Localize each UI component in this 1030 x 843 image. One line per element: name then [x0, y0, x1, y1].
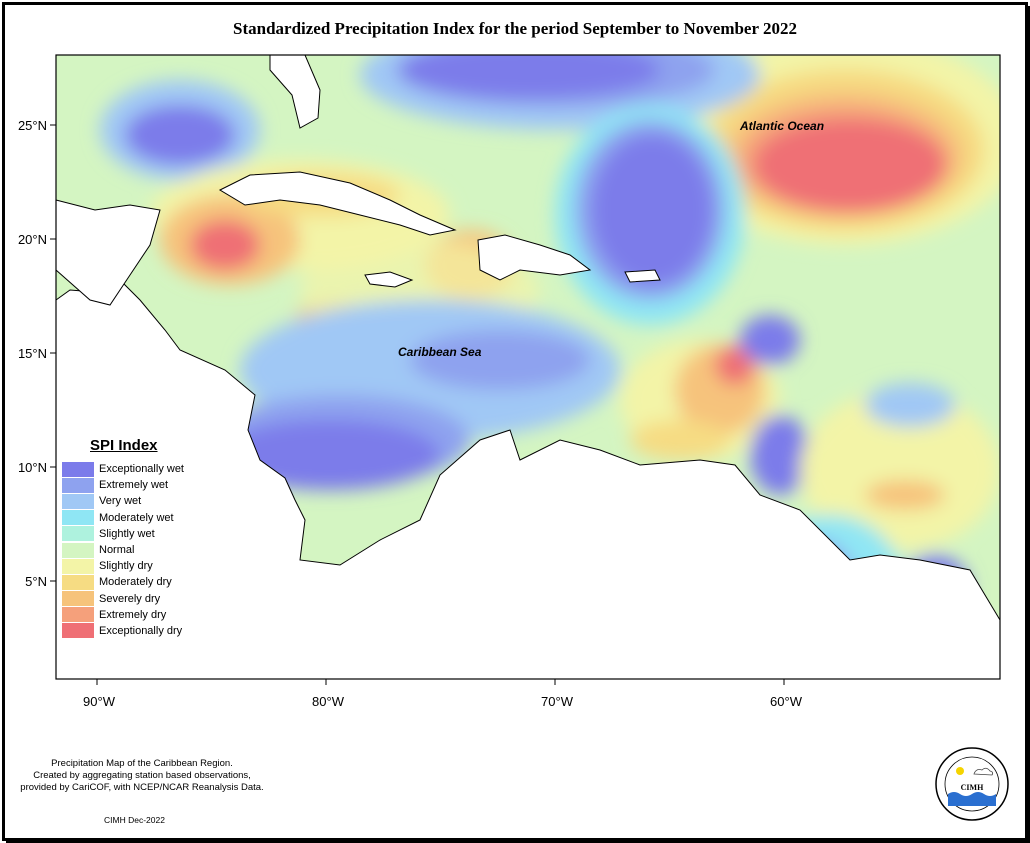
lat-tick: 5°N: [25, 574, 47, 589]
legend-swatch: [62, 477, 94, 493]
cimh-logo: CIMH: [935, 747, 1009, 821]
legend-label: Very wet: [99, 495, 142, 508]
legend-swatch: [62, 558, 94, 574]
legend-label: Slightly dry: [99, 560, 153, 573]
lat-tick: 25°N: [18, 118, 47, 133]
legend-item: Normal: [62, 542, 202, 558]
legend-swatch: [62, 526, 94, 542]
legend-item: Very wet: [62, 493, 202, 509]
legend-label: Extremely wet: [99, 479, 169, 492]
lat-axis: 25°N 20°N 15°N 10°N 5°N: [18, 118, 56, 589]
legend-item: Extremely wet: [62, 477, 202, 493]
legend-rows: Exceptionally wet Extremely wet Very wet Mo…: [62, 461, 202, 639]
lat-tick: 15°N: [18, 346, 47, 361]
legend-label: Extremely dry: [99, 608, 167, 621]
legend-swatch: [62, 607, 94, 623]
legend-label: Slightly wet: [99, 527, 155, 540]
legend-swatch: [62, 542, 94, 558]
lon-tick: 70°W: [541, 694, 574, 709]
legend-item: Exceptionally wet: [62, 461, 202, 477]
map-title: Standardized Precipitation Index for the…: [233, 19, 797, 38]
logo-text: CIMH: [961, 783, 984, 792]
footnote-line: Precipitation Map of the Caribbean Regio…: [51, 758, 233, 769]
legend-item: Slightly wet: [62, 526, 202, 542]
footnote-line: Created by aggregating station based obs…: [33, 770, 251, 781]
lon-tick: 60°W: [770, 694, 803, 709]
lat-tick: 20°N: [18, 232, 47, 247]
legend-label: Exceptionally wet: [99, 463, 184, 476]
legend-label: Moderately dry: [99, 576, 172, 589]
legend-item: Moderately dry: [62, 574, 202, 590]
footnote-line: provided by CariCOF, with NCEP/NCAR Rean…: [20, 782, 264, 793]
legend-item: Moderately wet: [62, 510, 202, 526]
legend-swatch: [62, 591, 94, 607]
legend-item: Extremely dry: [62, 607, 202, 623]
legend-swatch: [62, 493, 94, 509]
cloud-icon: [973, 767, 994, 776]
caribbean-label: Caribbean Sea: [398, 345, 482, 359]
legend-label: Severely dry: [99, 592, 161, 605]
spi-field: [56, 55, 1000, 679]
legend-item: Severely dry: [62, 591, 202, 607]
map-border: [55, 54, 1001, 680]
legend-item: Exceptionally dry: [62, 623, 202, 639]
spi-legend: SPI Index Exceptionally wet Extremely wet…: [62, 437, 202, 639]
legend-swatch: [62, 510, 94, 526]
legend-label: Moderately wet: [99, 511, 174, 524]
legend-label: Normal: [99, 544, 135, 557]
footnote: Precipitation Map of the Caribbean Regio…: [8, 758, 276, 794]
legend-swatch: [62, 461, 94, 477]
lat-tick: 10°N: [18, 460, 47, 475]
landmasses: [55, 54, 1001, 680]
lon-tick: 80°W: [312, 694, 345, 709]
lon-tick: 90°W: [83, 694, 116, 709]
legend-title: SPI Index: [90, 437, 158, 454]
legend-label: Exceptionally dry: [99, 624, 183, 637]
credit-date: CIMH Dec-2022: [104, 815, 165, 825]
legend-swatch: [62, 574, 94, 590]
lon-axis: 90°W 80°W 70°W 60°W: [83, 679, 803, 709]
legend-item: Slightly dry: [62, 558, 202, 574]
wave-icon: [948, 792, 996, 806]
atlantic-label: Atlantic Ocean: [739, 119, 824, 133]
sun-icon: [956, 767, 964, 775]
legend-swatch: [62, 623, 94, 639]
